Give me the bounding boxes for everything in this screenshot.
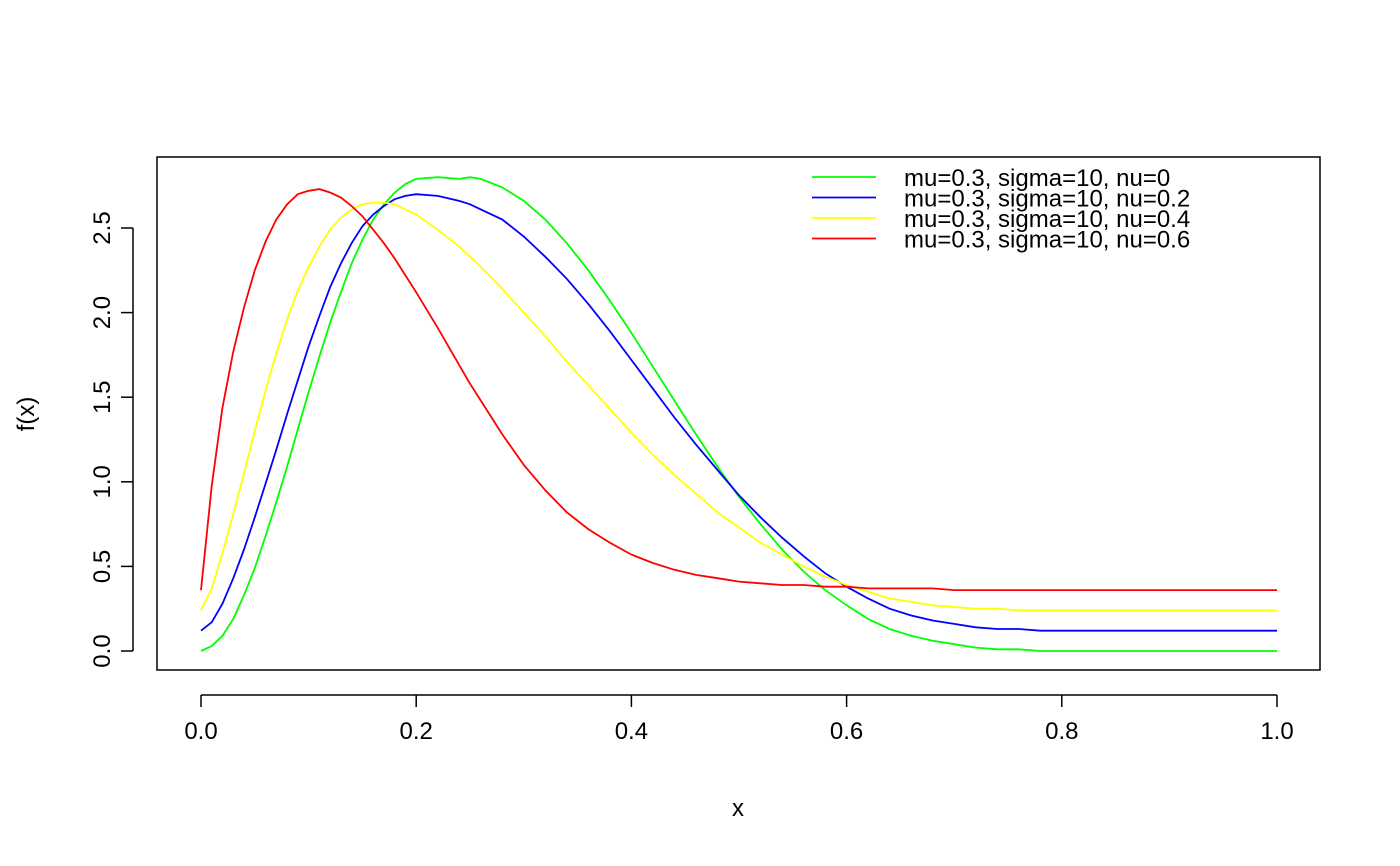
legend-label: mu=0.3, sigma=10, nu=0.4: [904, 206, 1190, 233]
y-axis-title: f(x): [13, 397, 40, 432]
series-line-3: [200, 201, 1277, 612]
y-tick-label: 2.0: [89, 296, 116, 329]
y-axis: 0.0 0.5 1.0 1.5 2.0 2.5: [89, 211, 134, 668]
x-axis: 0.0 0.2 0.4 0.6 0.8 1.0: [184, 694, 1294, 745]
y-tick-label: 1.5: [89, 381, 116, 414]
y-tick-label: 0.0: [89, 634, 116, 667]
series-line-1: [200, 176, 1277, 652]
x-tick-label: 1.0: [1260, 718, 1293, 745]
legend: mu=0.3, sigma=10, nu=0mu=0.3, sigma=10, …: [812, 165, 1190, 254]
series-group: [200, 176, 1277, 652]
x-tick-label: 0.6: [830, 718, 863, 745]
x-tick-label: 0.2: [400, 718, 433, 745]
y-tick-label: 0.5: [89, 550, 116, 583]
legend-label: mu=0.3, sigma=10, nu=0: [904, 165, 1170, 192]
legend-label: mu=0.3, sigma=10, nu=0.2: [904, 186, 1190, 213]
x-tick-label: 0.8: [1045, 718, 1078, 745]
series-line-2: [200, 193, 1277, 632]
x-axis-title: x: [732, 795, 744, 822]
y-tick-label: 2.5: [89, 211, 116, 244]
series-line-4: [200, 188, 1277, 591]
x-tick-label: 0.0: [184, 718, 217, 745]
plot-frame: [156, 156, 1321, 671]
x-tick-label: 0.4: [615, 718, 648, 745]
legend-label: mu=0.3, sigma=10, nu=0.6: [904, 227, 1190, 254]
y-tick-label: 1.0: [89, 465, 116, 498]
